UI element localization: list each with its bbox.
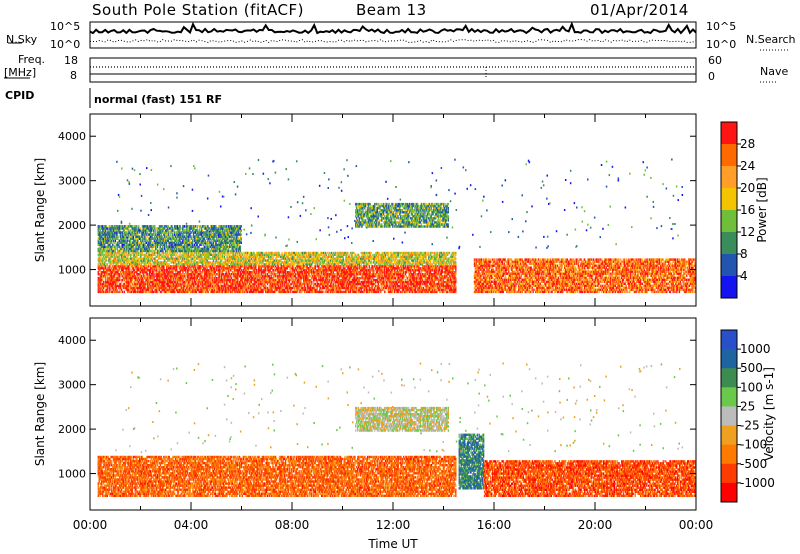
nsearch-line [90, 40, 696, 43]
data-cell [124, 291, 125, 293]
radar-figure: 1000200030004000 100020003000400000:00 04… [0, 0, 800, 554]
noise-panel [8, 22, 790, 50]
data-cell [117, 289, 118, 291]
nsky-line [90, 24, 696, 33]
freq-panel [4, 58, 778, 82]
data-cell [122, 291, 123, 293]
